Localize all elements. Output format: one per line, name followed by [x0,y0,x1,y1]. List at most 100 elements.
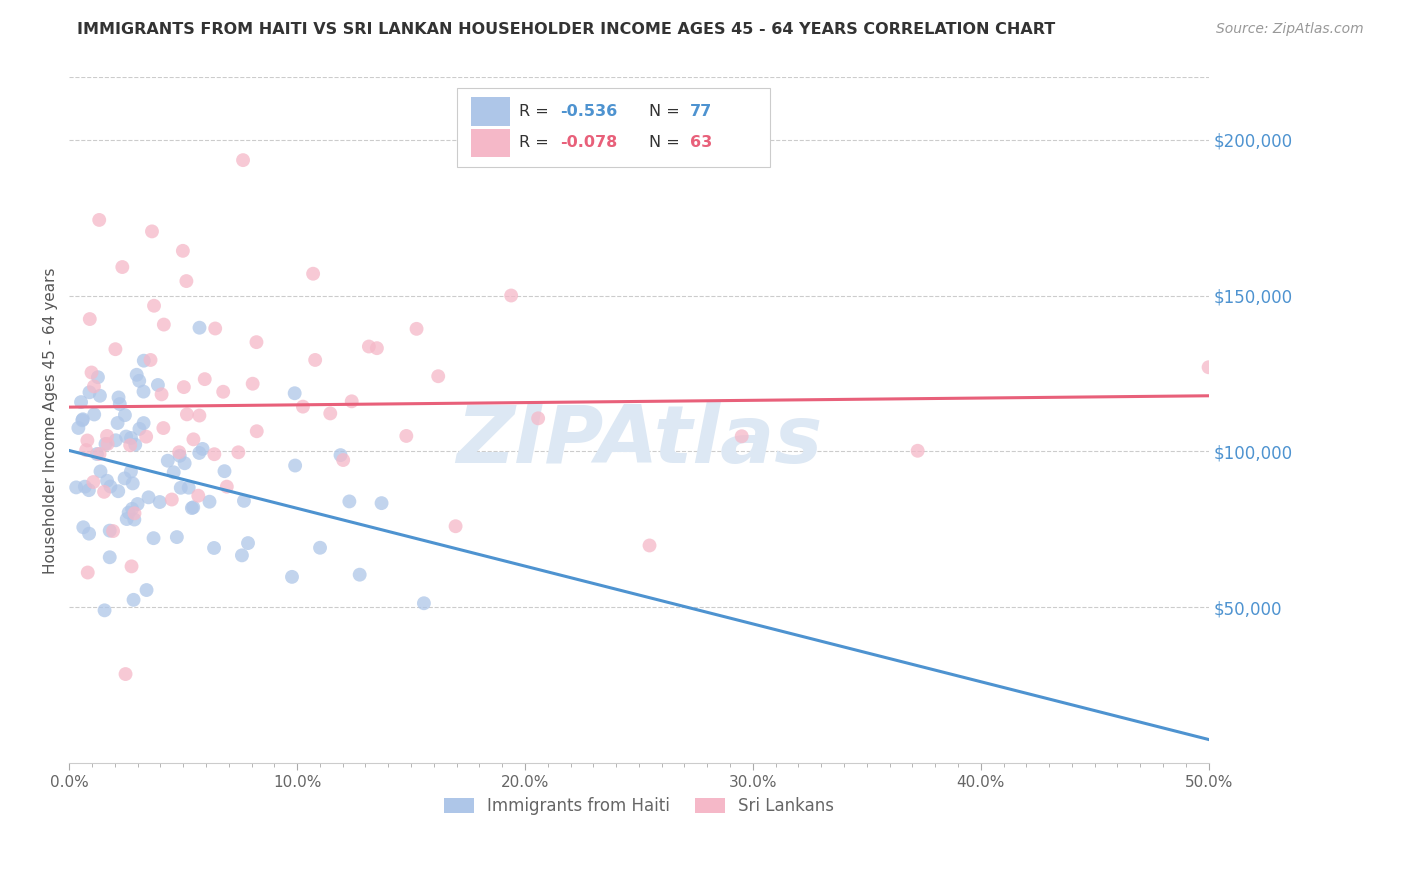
Point [115,512,138,526]
Point [173,380,195,394]
Text: 77: 77 [690,103,713,119]
Point [70,395,93,409]
Point [139,353,162,368]
Point [104,434,127,448]
Point [332,453,354,467]
Point [284,458,307,473]
Point [101,524,124,538]
Point [527,411,550,425]
Point [79,385,101,400]
Point [120,438,142,452]
Point [94,437,117,451]
Text: N =: N = [650,103,685,119]
Point [329,448,352,462]
Point [132,353,155,368]
Point [107,484,129,499]
Point [228,445,250,459]
Text: R =: R = [519,136,554,151]
Point [427,369,450,384]
Point [86,447,108,461]
Point [233,493,256,508]
Point [180,501,202,516]
Point [444,519,467,533]
Point [98,524,121,538]
Point [284,386,307,401]
Point [191,442,214,456]
FancyBboxPatch shape [457,87,770,167]
Point [153,318,176,332]
Point [319,406,342,420]
Point [183,433,205,447]
Point [405,322,427,336]
Point [149,495,172,509]
Point [246,424,269,438]
Point [152,421,174,435]
Point [120,431,142,445]
Point [124,506,146,520]
Point [167,445,190,459]
Point [357,339,380,353]
Point [187,489,209,503]
Point [104,342,127,356]
Point [76,566,98,580]
Point [194,372,217,386]
Text: IMMIGRANTS FROM HAITI VS SRI LANKAN HOUSEHOLDER INCOME AGES 45 - 64 YEARS CORREL: IMMIGRANTS FROM HAITI VS SRI LANKAN HOUS… [77,22,1056,37]
Point [114,667,136,681]
Point [77,526,100,541]
Point [124,437,146,451]
Point [96,429,118,443]
Point [128,422,150,436]
Point [176,408,198,422]
Point [142,531,165,545]
Point [82,475,104,489]
Point [204,321,226,335]
Point [89,213,111,227]
Point [143,299,166,313]
Point [173,456,195,470]
Point [114,471,136,485]
Point [188,409,211,423]
Point [395,429,418,443]
Point [176,274,198,288]
Point [121,476,143,491]
Point [138,491,160,505]
Point [76,434,98,448]
Text: R =: R = [519,103,554,119]
Point [304,353,326,368]
Point [160,492,183,507]
Point [135,430,157,444]
Point [181,500,204,515]
Point [188,446,211,460]
Point [1198,360,1220,375]
Point [89,447,111,461]
Point [67,421,90,435]
Point [108,397,131,411]
Text: N =: N = [650,136,685,151]
Point [100,479,122,493]
Y-axis label: Householder Income Ages 45 - 64 years: Householder Income Ages 45 - 64 years [44,267,58,574]
FancyBboxPatch shape [471,97,510,126]
Point [146,378,169,392]
Point [172,244,194,258]
Point [107,416,129,430]
Point [340,394,363,409]
Point [121,559,143,574]
Point [107,391,129,405]
Point [114,408,136,422]
Point [72,413,94,427]
Text: 63: 63 [690,136,713,151]
Text: -0.536: -0.536 [561,103,617,119]
Point [132,416,155,430]
Point [232,153,254,168]
Point [370,496,392,510]
Point [212,384,235,399]
Text: ZIPAtlas: ZIPAtlas [456,402,823,480]
Point [150,387,173,401]
Point [731,429,754,443]
Point [231,549,253,563]
Point [89,389,111,403]
Point [907,443,929,458]
Point [202,447,225,461]
Point [202,541,225,555]
Point [75,443,97,458]
